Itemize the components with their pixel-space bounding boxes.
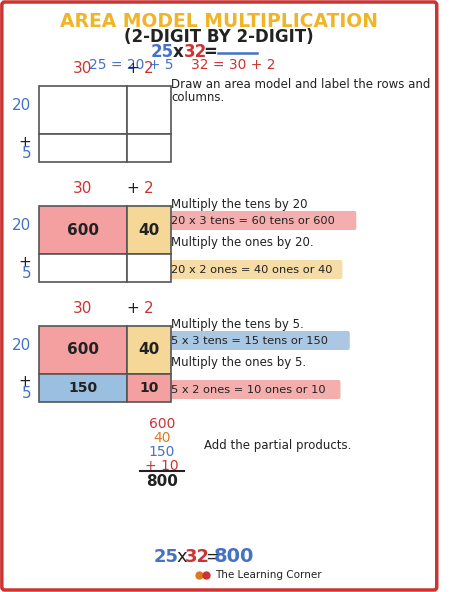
FancyBboxPatch shape (167, 331, 350, 350)
Text: 5: 5 (22, 385, 31, 401)
Text: Multiply the tens by 5.: Multiply the tens by 5. (171, 318, 304, 331)
Text: 25 = 20 + 5: 25 = 20 + 5 (89, 58, 173, 72)
Bar (39, 254, 127, 282)
Text: columns.: columns. (171, 91, 224, 104)
Text: 2: 2 (144, 181, 154, 196)
Text: 5 x 2 ones = 10 ones or 10: 5 x 2 ones = 10 ones or 10 (171, 385, 326, 395)
Text: +: + (126, 61, 139, 76)
Bar (127, 134, 171, 162)
FancyBboxPatch shape (167, 380, 340, 399)
Text: 600: 600 (67, 343, 99, 358)
Text: =: = (203, 43, 217, 61)
Text: 20 x 2 ones = 40 ones or 40: 20 x 2 ones = 40 ones or 40 (171, 265, 333, 275)
Text: AREA MODEL MULTIPLICATION: AREA MODEL MULTIPLICATION (60, 12, 378, 31)
Text: Add the partial products.: Add the partial products. (203, 439, 351, 452)
Bar (39, 86, 127, 134)
Text: +: + (126, 301, 139, 316)
Text: 40: 40 (153, 431, 171, 445)
Text: x: x (176, 548, 187, 566)
Text: Multiply the tens by 20: Multiply the tens by 20 (171, 198, 308, 211)
Text: 40: 40 (138, 343, 160, 358)
Text: (2-DIGIT BY 2-DIGIT): (2-DIGIT BY 2-DIGIT) (125, 28, 314, 46)
Text: 2: 2 (144, 61, 154, 76)
Text: +: + (126, 181, 139, 196)
Bar (127, 374, 171, 402)
Text: Multiply the ones by 20.: Multiply the ones by 20. (171, 236, 314, 249)
Text: 32: 32 (183, 43, 207, 61)
Text: 5: 5 (22, 146, 31, 160)
Text: 40: 40 (138, 223, 160, 237)
Text: 32: 32 (184, 548, 210, 566)
Text: 25: 25 (154, 548, 179, 566)
Text: 25: 25 (150, 43, 173, 61)
Text: 20 x 3 tens = 60 tens or 600: 20 x 3 tens = 60 tens or 600 (171, 216, 335, 226)
Text: 600: 600 (67, 223, 99, 237)
Bar (127, 254, 171, 282)
Text: +: + (18, 375, 31, 390)
Bar (39, 326, 127, 374)
Text: +: + (18, 134, 31, 150)
Text: 800: 800 (146, 474, 178, 489)
Text: 5: 5 (22, 265, 31, 281)
FancyBboxPatch shape (167, 211, 356, 230)
Text: 30: 30 (73, 181, 92, 196)
Bar (127, 326, 171, 374)
Text: 20: 20 (12, 337, 31, 352)
Text: 20: 20 (12, 98, 31, 112)
Text: x: x (172, 43, 183, 61)
Text: 5 x 3 tens = 15 tens or 150: 5 x 3 tens = 15 tens or 150 (171, 336, 328, 346)
Text: 150: 150 (68, 381, 97, 395)
Text: Multiply the ones by 5.: Multiply the ones by 5. (171, 356, 306, 369)
Bar (39, 134, 127, 162)
Text: 10: 10 (139, 381, 159, 395)
Text: 800: 800 (214, 548, 254, 567)
Text: 600: 600 (149, 417, 175, 431)
Text: + 10: + 10 (145, 459, 179, 473)
Text: +: + (18, 255, 31, 269)
FancyBboxPatch shape (167, 260, 342, 279)
FancyBboxPatch shape (2, 2, 437, 590)
Bar (39, 374, 127, 402)
Bar (127, 86, 171, 134)
Bar (39, 206, 127, 254)
Text: The Learning Corner: The Learning Corner (215, 570, 321, 580)
Text: 30: 30 (73, 301, 92, 316)
Text: Draw an area model and label the rows and: Draw an area model and label the rows an… (171, 78, 430, 91)
Text: 20: 20 (12, 217, 31, 233)
Text: 150: 150 (149, 445, 175, 459)
Text: =: = (205, 548, 220, 566)
Bar (127, 206, 171, 254)
Text: 32 = 30 + 2: 32 = 30 + 2 (191, 58, 275, 72)
Text: 2: 2 (144, 301, 154, 316)
Text: 30: 30 (73, 61, 92, 76)
